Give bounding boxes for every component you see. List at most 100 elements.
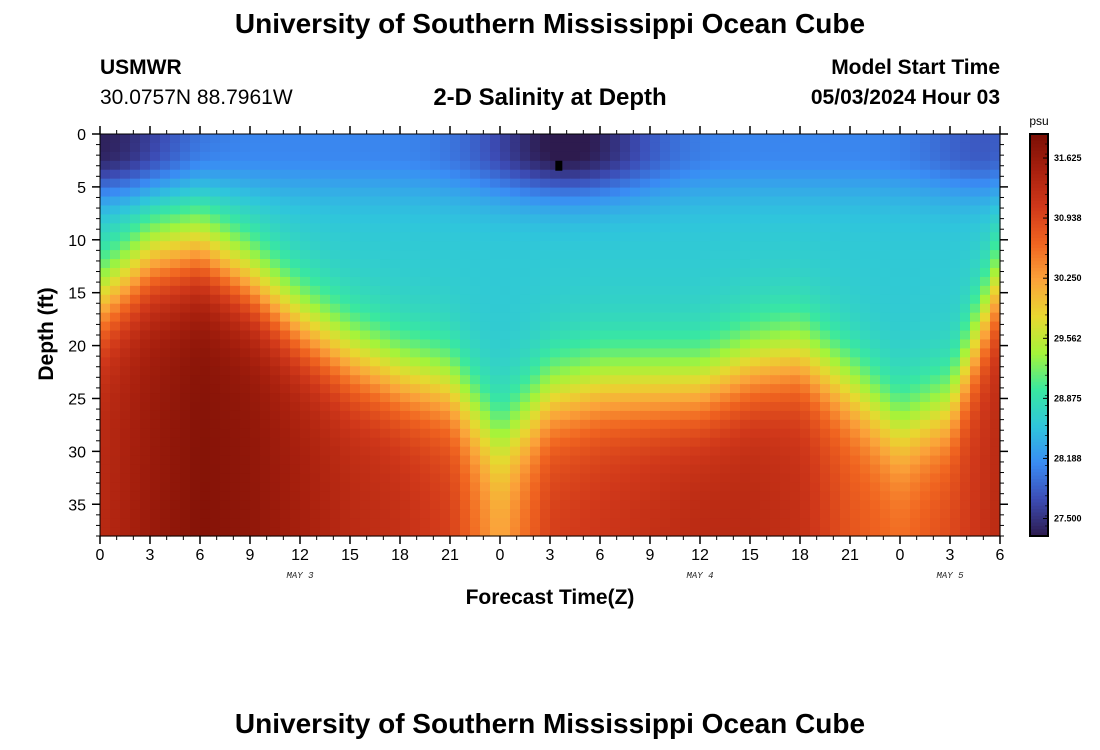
colorbar-segment [1030, 324, 1048, 329]
heatmap-cell [570, 330, 581, 341]
heatmap-cell [150, 232, 161, 242]
heatmap-cell [830, 250, 841, 260]
heatmap-cell [420, 527, 431, 537]
heatmap-cell [230, 223, 241, 233]
heatmap-cell [180, 151, 191, 162]
heatmap-cell [410, 464, 421, 475]
heatmap-cell [170, 473, 181, 483]
heatmap-cell [310, 151, 321, 162]
heatmap-cell [740, 312, 751, 323]
heatmap-cell [270, 518, 281, 528]
heatmap-cell [980, 178, 991, 189]
heatmap-cell [710, 491, 721, 501]
heatmap-cell [410, 491, 421, 501]
heatmap-cell [380, 276, 391, 287]
heatmap-cell [220, 151, 231, 162]
heatmap-cell [580, 518, 591, 528]
heatmap-cell [600, 160, 611, 171]
heatmap-cell [860, 294, 871, 305]
heatmap-cell [580, 419, 591, 430]
heatmap-cell [700, 241, 711, 251]
heatmap-cell [420, 464, 431, 475]
heatmap-cell [600, 169, 611, 180]
heatmap-cell [370, 419, 381, 430]
heatmap-cell [240, 509, 251, 519]
heatmap-cell [550, 393, 561, 403]
heatmap-cell [610, 437, 621, 448]
heatmap-cell [230, 402, 241, 412]
heatmap-cell [680, 134, 691, 144]
heatmap-cell [200, 455, 211, 466]
heatmap-cell [100, 330, 111, 341]
heatmap-cell [700, 419, 711, 430]
colorbar-segment [1030, 529, 1048, 534]
heatmap-cell [180, 366, 191, 376]
heatmap-cell [830, 473, 841, 483]
heatmap-cell [770, 214, 781, 224]
heatmap-cell [690, 500, 701, 510]
heatmap-cell [630, 214, 641, 224]
heatmap-cell [960, 142, 971, 153]
heatmap-cell [380, 437, 391, 448]
heatmap-cell [320, 160, 331, 171]
heatmap-cell [510, 214, 521, 224]
heatmap-cell [920, 482, 931, 492]
heatmap-cell [210, 375, 221, 385]
heatmap-cell [720, 375, 731, 385]
heatmap-cell [730, 339, 741, 349]
heatmap-cell [140, 169, 151, 180]
heatmap-cell [870, 500, 881, 510]
heatmap-cell [150, 375, 161, 385]
heatmap-cell [890, 142, 901, 153]
heatmap-cell [950, 527, 961, 537]
heatmap-cell [500, 375, 511, 385]
heatmap-cell [970, 527, 981, 537]
heatmap-cell [900, 366, 911, 376]
heatmap-cell [470, 187, 481, 198]
heatmap-cell [250, 223, 261, 233]
heatmap-cell [920, 134, 931, 144]
heatmap-cell [140, 491, 151, 501]
heatmap-cell [360, 446, 371, 457]
heatmap-cell [300, 187, 311, 198]
heatmap-cell [260, 455, 271, 466]
heatmap-cell [370, 384, 381, 394]
heatmap-cell [700, 428, 711, 439]
heatmap-cell [170, 250, 181, 260]
heatmap-cell [730, 232, 741, 242]
heatmap-cell [940, 160, 951, 171]
heatmap-cell [600, 509, 611, 519]
heatmap-cell [340, 294, 351, 305]
heatmap-cell [650, 321, 661, 332]
heatmap-cell [650, 268, 661, 278]
heatmap-cell [190, 348, 201, 358]
heatmap-cell [770, 151, 781, 162]
heatmap-cell [730, 491, 741, 501]
heatmap-cell [370, 509, 381, 519]
heatmap-cell [340, 357, 351, 367]
heatmap-cell [680, 384, 691, 394]
heatmap-cell [330, 473, 341, 483]
heatmap-cell [920, 437, 931, 448]
heatmap-cell [420, 285, 431, 296]
heatmap-cell [110, 366, 121, 376]
heatmap-cell [590, 518, 601, 528]
heatmap-cell [100, 250, 111, 260]
heatmap-cell [500, 151, 511, 162]
heatmap-cell [570, 348, 581, 358]
heatmap-cell [430, 464, 441, 475]
heatmap-cell [810, 276, 821, 287]
heatmap-cell [340, 384, 351, 394]
heatmap-cell [250, 446, 261, 457]
heatmap-cell [200, 393, 211, 403]
heatmap-cell [570, 428, 581, 439]
heatmap-cell [470, 205, 481, 215]
heatmap-cell [610, 455, 621, 466]
heatmap-cell [760, 196, 771, 207]
heatmap-cell [190, 410, 201, 421]
heatmap-cell [450, 169, 461, 180]
heatmap-cell [370, 428, 381, 439]
heatmap-cell [230, 393, 241, 403]
heatmap-cell [970, 410, 981, 421]
heatmap-cell [390, 446, 401, 457]
